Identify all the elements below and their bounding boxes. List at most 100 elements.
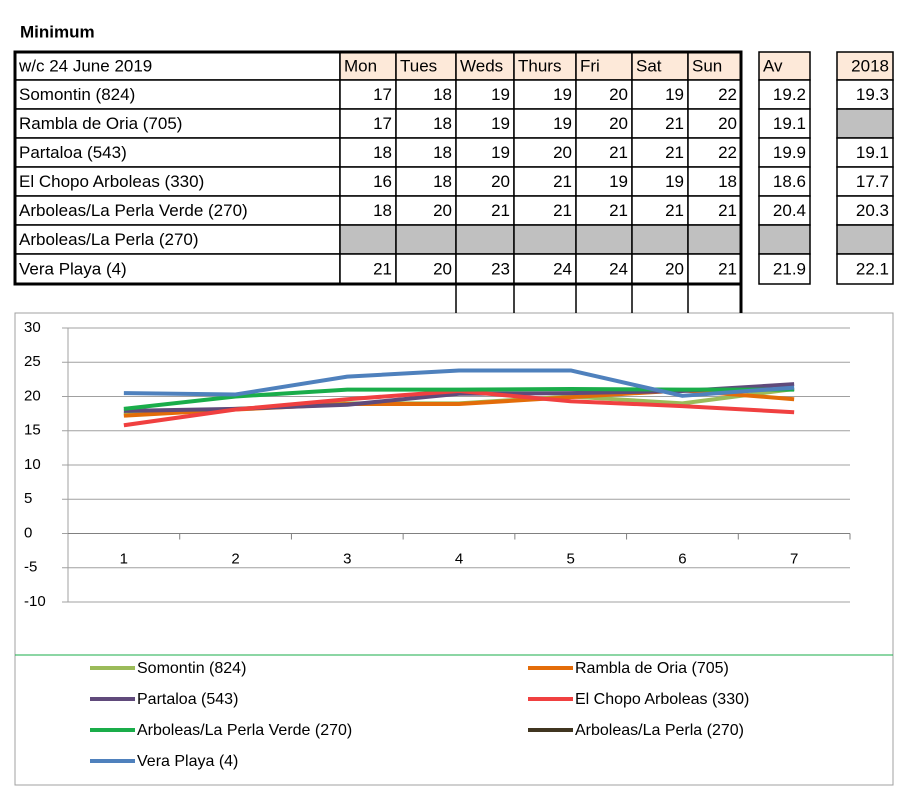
cell-text: 19 bbox=[553, 114, 572, 133]
x-tick-label: 6 bbox=[678, 550, 686, 567]
table-cell bbox=[836, 51, 894, 81]
table-cell bbox=[513, 79, 577, 110]
cell-text: 19 bbox=[491, 114, 510, 133]
cell-text: 19 bbox=[609, 172, 628, 191]
cell-text: 19 bbox=[491, 85, 510, 104]
cell-text: Av bbox=[763, 56, 783, 75]
cell-text: Tues bbox=[400, 56, 437, 75]
table-cell bbox=[339, 51, 397, 81]
legend-label: Arboleas/La Perla (270) bbox=[575, 722, 744, 739]
cell-text: 18 bbox=[373, 143, 392, 162]
y-tick-label: -5 bbox=[24, 559, 37, 576]
x-tick-label: 7 bbox=[790, 550, 798, 567]
table-cell bbox=[575, 195, 633, 226]
cell-text: 21.9 bbox=[773, 259, 806, 278]
cell-text: Fri bbox=[580, 56, 600, 75]
cell-text: Partaloa (543) bbox=[19, 143, 127, 162]
table-cell bbox=[339, 195, 397, 226]
table-cell bbox=[758, 108, 811, 139]
cell-text: Sun bbox=[692, 56, 722, 75]
cell-text: 18 bbox=[433, 114, 452, 133]
cell-text: 19.3 bbox=[856, 85, 889, 104]
cell-text: 17 bbox=[373, 114, 392, 133]
table-cell bbox=[395, 195, 457, 226]
table-cell bbox=[836, 137, 894, 168]
cell-text: 21 bbox=[665, 114, 684, 133]
table-cell bbox=[631, 137, 689, 168]
legend-label: Rambla de Oria (705) bbox=[575, 660, 729, 677]
table-cell bbox=[14, 137, 341, 168]
table-cell bbox=[687, 137, 742, 168]
cell-text: 18 bbox=[433, 143, 452, 162]
table-cell bbox=[455, 195, 515, 226]
y-tick-label: 10 bbox=[24, 456, 41, 473]
table-cell bbox=[631, 195, 689, 226]
cell-text: 21 bbox=[665, 201, 684, 220]
y-tick-label: 0 bbox=[24, 524, 32, 541]
table-cell bbox=[575, 253, 633, 285]
cell-text: 21 bbox=[665, 143, 684, 162]
cell-text: 19.1 bbox=[773, 114, 806, 133]
table-cell bbox=[14, 79, 341, 110]
chart-frame bbox=[14, 312, 894, 786]
legend-label: Somontin (824) bbox=[137, 660, 246, 677]
cell-text: Sat bbox=[636, 56, 662, 75]
y-tick-label: 20 bbox=[24, 387, 41, 404]
table-cell bbox=[455, 224, 515, 255]
table-cell bbox=[395, 253, 457, 285]
cell-text: 20 bbox=[609, 85, 628, 104]
cell-text: 20 bbox=[609, 114, 628, 133]
cell-text: 20.3 bbox=[856, 201, 889, 220]
table-cell bbox=[758, 224, 811, 255]
cell-text: 19.1 bbox=[856, 143, 889, 162]
cell-text: 18 bbox=[718, 172, 737, 191]
y-tick-label: -10 bbox=[24, 593, 46, 610]
table-cell bbox=[575, 108, 633, 139]
table-cell bbox=[758, 51, 811, 81]
cell-text: 21 bbox=[491, 201, 510, 220]
legend-label: El Chopo Arboleas (330) bbox=[575, 691, 749, 708]
legend-label: Arboleas/La Perla Verde (270) bbox=[137, 722, 352, 739]
y-tick-label: 30 bbox=[24, 319, 41, 336]
cell-text: El Chopo Arboleas (330) bbox=[19, 172, 204, 191]
cell-text: 19 bbox=[665, 85, 684, 104]
cell-text: 22 bbox=[718, 143, 737, 162]
table-cell bbox=[339, 224, 397, 255]
cell-text: 21 bbox=[373, 259, 392, 278]
table-cell bbox=[395, 137, 457, 168]
table-cell bbox=[758, 166, 811, 197]
table-cell bbox=[513, 224, 577, 255]
table-cell bbox=[687, 108, 742, 139]
x-tick-label: 2 bbox=[231, 550, 239, 567]
cell-text: Vera Playa (4) bbox=[19, 259, 127, 278]
cell-text: 20.4 bbox=[773, 201, 806, 220]
cell-text: 18 bbox=[433, 85, 452, 104]
cell-text: 21 bbox=[553, 172, 572, 191]
y-tick-label: 15 bbox=[24, 422, 41, 439]
cell-text: 20 bbox=[665, 259, 684, 278]
cell-text: 18.6 bbox=[773, 172, 806, 191]
page-title: Minimum bbox=[20, 22, 95, 41]
legend-label: Partaloa (543) bbox=[137, 691, 238, 708]
cell-text: 18 bbox=[433, 172, 452, 191]
cell-text: 19 bbox=[491, 143, 510, 162]
x-tick-label: 4 bbox=[455, 550, 463, 567]
cell-text: 17 bbox=[373, 85, 392, 104]
table-cell bbox=[758, 253, 811, 285]
cell-text: w/c 24 June 2019 bbox=[18, 56, 152, 75]
table-cell bbox=[836, 195, 894, 226]
cell-text: Somontin (824) bbox=[19, 85, 135, 104]
table-cell bbox=[339, 253, 397, 285]
cell-text: 20 bbox=[491, 172, 510, 191]
cell-text: 22.1 bbox=[856, 259, 889, 278]
cell-text: 21 bbox=[609, 201, 628, 220]
table-cell bbox=[687, 224, 742, 255]
table-cell bbox=[631, 224, 689, 255]
cell-text: 22 bbox=[718, 85, 737, 104]
cell-text: 17.7 bbox=[856, 172, 889, 191]
cell-text: 19.2 bbox=[773, 85, 806, 104]
x-tick-label: 5 bbox=[567, 550, 575, 567]
x-tick-label: 3 bbox=[343, 550, 351, 567]
cell-text: 19 bbox=[553, 85, 572, 104]
